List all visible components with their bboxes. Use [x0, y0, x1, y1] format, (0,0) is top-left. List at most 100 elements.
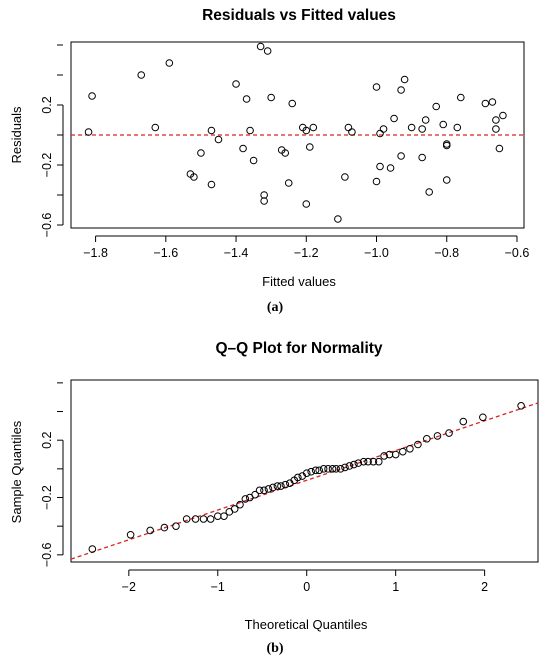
chart-a-data-point — [207, 180, 216, 189]
chart-a-data-point — [499, 111, 507, 120]
chart-b-data-point — [398, 447, 407, 456]
chart-a-data-point — [284, 179, 293, 187]
chart-a-data-point — [232, 80, 240, 88]
chart-b-data-point — [172, 522, 180, 530]
chart-a-data-point — [309, 123, 318, 132]
caption-b: (b) — [266, 641, 283, 656]
chart-b-data-point — [433, 432, 442, 440]
chart-b-data-point — [459, 417, 468, 426]
chart-a-title: Residuals vs Fitted values — [202, 7, 396, 24]
chart-b-data-point — [191, 515, 200, 523]
chart-b-x-tick-label: 0 — [303, 580, 310, 594]
chart-b-data-point — [260, 486, 268, 495]
chart-b-y-tick-label: 0.2 — [40, 431, 54, 448]
chart-b-x-tick-label: 2 — [481, 580, 488, 594]
chart-b-x-axis-label: Theoretical Quantiles — [245, 617, 368, 632]
chart-b-data-point — [406, 444, 414, 453]
chart-b-data-point — [146, 526, 154, 535]
chart-b-data-point — [220, 512, 228, 520]
chart-a-data-point — [242, 95, 251, 103]
chart-a-data-point — [288, 99, 297, 108]
chart-a-data-point — [376, 129, 384, 138]
chart-a-data-point — [376, 162, 384, 171]
chart-b-data-point — [328, 465, 337, 473]
chart-a-data-point — [488, 98, 497, 106]
chart-a-data-point — [260, 197, 268, 205]
chart-a-data-point — [88, 92, 96, 100]
chart-a-data-point — [263, 47, 272, 55]
chart-a-data-point — [302, 200, 311, 208]
chart-a-x-tick-label: −0.8 — [434, 246, 459, 260]
chart-a-y-axis-label: Residuals — [9, 106, 24, 164]
chart-b-y-tick-label: −0.2 — [40, 485, 54, 510]
chart-b-data-point — [264, 485, 273, 493]
chart-b-data-point — [345, 462, 354, 470]
chart-b-data-point — [182, 515, 191, 523]
chart-a-data-point — [492, 125, 500, 133]
chart-a-data-point — [390, 114, 398, 123]
chart-b-x-tick-label: −2 — [122, 580, 136, 594]
chart-b-data-point — [479, 413, 487, 422]
chart-a-data-point — [442, 141, 451, 150]
chart-a-data-point — [302, 126, 311, 135]
chart-a-data-point — [397, 152, 405, 160]
chart-b-title: Q–Q Plot for Normality — [215, 340, 382, 357]
chart-a-data-point — [418, 125, 426, 133]
chart-b-data-point — [281, 480, 290, 489]
chart-a-data-point — [249, 156, 258, 165]
chart-a-x-tick-label: −1.6 — [153, 246, 178, 260]
chart-a-data-point — [214, 135, 223, 144]
chart-a-data-point — [372, 83, 381, 91]
chart-b-data-point — [311, 466, 320, 475]
chart-b-data-point — [414, 440, 422, 449]
chart-b-data-point — [315, 466, 323, 475]
chart-a-data-point — [207, 126, 216, 135]
chart-b-data-point — [341, 463, 349, 472]
chart-a-data-point — [84, 128, 93, 136]
panel-b: Q–Q Plot for Normality −2 −1 0 1 2 −0.6 −0.2 0… — [9, 340, 539, 656]
chart-a-data-point — [379, 125, 388, 133]
chart-a-data-point — [137, 71, 146, 79]
chart-a-x-tick-label: −1.2 — [294, 246, 319, 260]
chart-b-data-point — [294, 473, 302, 482]
chart-a-data-point — [407, 123, 416, 132]
chart-a-data-point — [334, 215, 342, 223]
chart-a-data-point — [372, 177, 381, 186]
chart-b-y-tick-label: −0.6 — [40, 542, 54, 567]
chart-b-data-point — [241, 495, 250, 503]
chart-a-data-point — [267, 93, 275, 102]
chart-a-data-point — [246, 126, 254, 135]
chart-a-points — [84, 42, 507, 223]
chart-b-data-point — [251, 490, 259, 499]
chart-a-data-point — [397, 86, 405, 94]
chart-a-x-tick-label: −1.0 — [364, 246, 389, 260]
chart-a-data-point — [418, 153, 426, 162]
chart-a-data-point — [344, 123, 353, 132]
chart-a-y-axis: −0.6 −0.2 0.2 — [40, 44, 64, 238]
chart-b-x-tick-label: −1 — [211, 580, 225, 594]
chart-a-data-point — [151, 123, 160, 132]
chart-a-data-point — [400, 75, 409, 84]
chart-a-data-point — [425, 188, 433, 196]
chart-b-y-axis-label: Sample Quantiles — [9, 420, 24, 523]
chart-b-data-point — [236, 500, 244, 509]
chart-a-data-point — [432, 102, 441, 111]
chart-b-data-point — [277, 482, 285, 490]
chart-b-reference-line — [70, 402, 539, 560]
chart-a-data-point — [190, 173, 198, 181]
chart-b-data-point — [126, 530, 135, 539]
chart-a-x-tick-label: −1.8 — [83, 246, 108, 260]
chart-b-data-point — [445, 429, 453, 437]
chart-b-data-point — [391, 450, 400, 459]
chart-a-data-point — [305, 143, 314, 151]
chart-b-data-point — [160, 523, 169, 532]
chart-b-data-point — [213, 512, 222, 520]
chart-a-x-axis-label: Fitted values — [262, 274, 336, 289]
chart-b-data-point — [273, 482, 282, 490]
chart-a-y-tick-label: −0.6 — [40, 213, 54, 238]
chart-b-data-point — [380, 452, 388, 460]
chart-b-data-point — [364, 457, 372, 466]
chart-a-data-point — [453, 123, 462, 132]
chart-a-data-point — [386, 164, 395, 172]
